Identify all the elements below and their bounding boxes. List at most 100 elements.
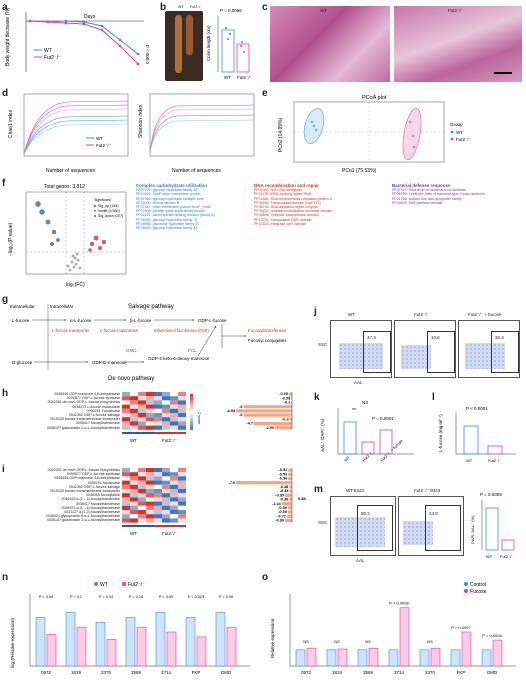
a-legend-ko: Fut2⁻/⁻ — [44, 55, 61, 61]
m-flow-panels: WT:9343 Fut2⁻/⁻:9343 80.2 14.8 SSC AAL P… — [318, 488, 524, 572]
panel-label-o: o — [262, 572, 269, 583]
i-row: 0008424 glycoprotein 6-α-L-fucosyltransf… — [45, 514, 120, 519]
h-heat-cell — [170, 400, 178, 405]
h-bar-label: -0.39 — [279, 392, 288, 396]
g-extracellular: Extracellular — [10, 304, 35, 309]
h-heat-cell — [162, 421, 170, 426]
o-bar-b — [461, 631, 472, 667]
f-col1-item: PF05566: glycoside hydrolase family 97 — [136, 221, 200, 226]
l-bar-chart: P < 0.0001 L-fucose (mg ml⁻¹) WT Fut2⁻/⁻ — [438, 406, 516, 463]
f-col1-item: PF07930: glycosyl hydrolase catalytic co… — [136, 196, 204, 201]
j-xlabel: AAL — [354, 380, 363, 385]
i-bar-label: -1.44 — [272, 502, 282, 506]
n-gene-label: 3589 — [131, 670, 142, 675]
i-bar — [281, 502, 292, 506]
i-bar — [289, 497, 292, 502]
m-col-wt: WT:9343 — [346, 488, 364, 493]
h-heat-cell — [162, 396, 170, 401]
j-value-ko: 10.6 — [431, 335, 440, 340]
j-value-wt: 47.3 — [367, 335, 376, 340]
i-heat-cell — [130, 514, 138, 519]
f-col2-item: PF02384: N-6 DNA methylase — [254, 188, 303, 193]
d-ylabel1: Chao1 index — [8, 109, 14, 138]
f-col2-item: PF05598: Transposase domain (DUF772) — [254, 200, 321, 205]
f-ylabel: −log₁₀(P value) — [8, 222, 14, 256]
i-bar-label: -0.72 — [277, 514, 286, 518]
e-legend-title: Group — [450, 122, 463, 127]
h-bar-label: -0.3 — [282, 417, 289, 421]
h-heat-cell — [130, 421, 138, 426]
m-x-wt: WT — [486, 554, 493, 559]
i-heat-cell — [122, 468, 130, 473]
e-ylabel: PCo2 (14.89%) — [278, 117, 284, 152]
h-heat-cell — [154, 408, 162, 413]
i-heat-cell — [178, 501, 186, 506]
h-heat-cell — [130, 413, 138, 418]
n-gene-label: 1819 — [71, 670, 82, 675]
volcano-plot: Total genes: 3,812 Significant Sig_up (1… — [8, 184, 127, 288]
i-bar-label: -0.99 — [275, 519, 284, 523]
i-bar — [286, 514, 292, 518]
fucose-pathway-diagram: Extracellular Intracellular Salvage path… — [10, 304, 287, 382]
i-heat-cell — [170, 510, 178, 515]
i-heat-cell — [178, 472, 186, 477]
a-legend-wt: WT — [44, 48, 52, 54]
f-col3-item: PF09623: MAC/perforin domain — [392, 200, 443, 205]
f-col1-item: PF14050: chondroitinase B — [136, 200, 180, 205]
i-heat-cell — [178, 484, 186, 489]
i-heat-cell — [146, 505, 154, 510]
h-heat-cell — [138, 413, 146, 418]
j-ylabel: SSC — [318, 342, 328, 347]
h-heat-cell — [130, 425, 138, 430]
h-bar — [291, 396, 292, 400]
e-xlabel: PCo1 (75.53%) — [342, 168, 377, 174]
h-heat-cell — [162, 417, 170, 422]
i-heat-cell — [130, 489, 138, 494]
h-heat-cell — [178, 392, 186, 397]
h-heat-cell — [154, 417, 162, 422]
n-bar-a — [35, 617, 46, 667]
h-heat-cell — [178, 404, 186, 409]
g-dfucose: α-L-fucose — [70, 318, 92, 323]
o-bar-b — [492, 639, 503, 667]
i-heat-cell — [146, 468, 154, 473]
i-heat-cell — [130, 505, 138, 510]
f-col2-title: DNA recombination and repair — [254, 183, 319, 188]
i-heat-cell — [146, 510, 154, 515]
n-pvalue: P = 0.06 — [219, 595, 233, 599]
h-heat-cell — [146, 425, 154, 430]
h-bar-label: -0.1 — [284, 401, 291, 405]
f-col1-item: PF08363: glycosyl hydrolase family 75 — [136, 217, 198, 222]
h-heat-cell — [122, 413, 130, 418]
h-heat-cell — [170, 421, 178, 426]
h-heat-cell — [138, 400, 146, 405]
i-heat-cell — [130, 484, 138, 489]
n-gene-label: 3714 — [161, 670, 172, 675]
colon-length-chart: P = 0.0056 Colon length (cm) WT Fut2⁻/⁻ — [206, 8, 253, 80]
h-heat-cell — [154, 413, 162, 418]
i-heat-cell — [130, 510, 138, 515]
o-bar-a — [357, 649, 368, 667]
h-heat-cell — [178, 396, 186, 401]
g-intracellular: Intracellular — [50, 304, 74, 309]
i-heat-cell — [138, 510, 146, 515]
n-bar-b — [46, 634, 57, 667]
i-row: 0008107 galactoside 2-α-L-fucosyltransfe… — [47, 518, 120, 523]
i-heat-cell — [170, 505, 178, 510]
i-bar — [284, 493, 292, 497]
i-heat-cell — [146, 518, 154, 523]
i-heat-cell — [154, 514, 162, 519]
h-row-labels: 0008446 GDP-mannose 4,6-dehydratase 0050… — [10, 392, 120, 430]
i-group-wt: WT — [130, 531, 137, 536]
o-pvalue: P = 0.0004 — [482, 633, 502, 638]
i-bar-label: -0.54 — [279, 477, 289, 481]
b-x-ko: Fut2⁻/⁻ — [237, 75, 253, 80]
i-bar — [288, 468, 292, 472]
f-col2-item: PF13751: transposase DDE domain — [254, 217, 312, 222]
i-heat-cell — [178, 505, 186, 510]
i-heat-cell — [146, 484, 154, 489]
h-row: 0050577 GDP-L-fucose synthase — [66, 396, 120, 401]
i-row: 0046921 α-(1→6)-fucosyltransferase — [61, 505, 120, 510]
i-heat-cell — [146, 476, 154, 481]
o-gene-label: FKP — [457, 670, 466, 675]
